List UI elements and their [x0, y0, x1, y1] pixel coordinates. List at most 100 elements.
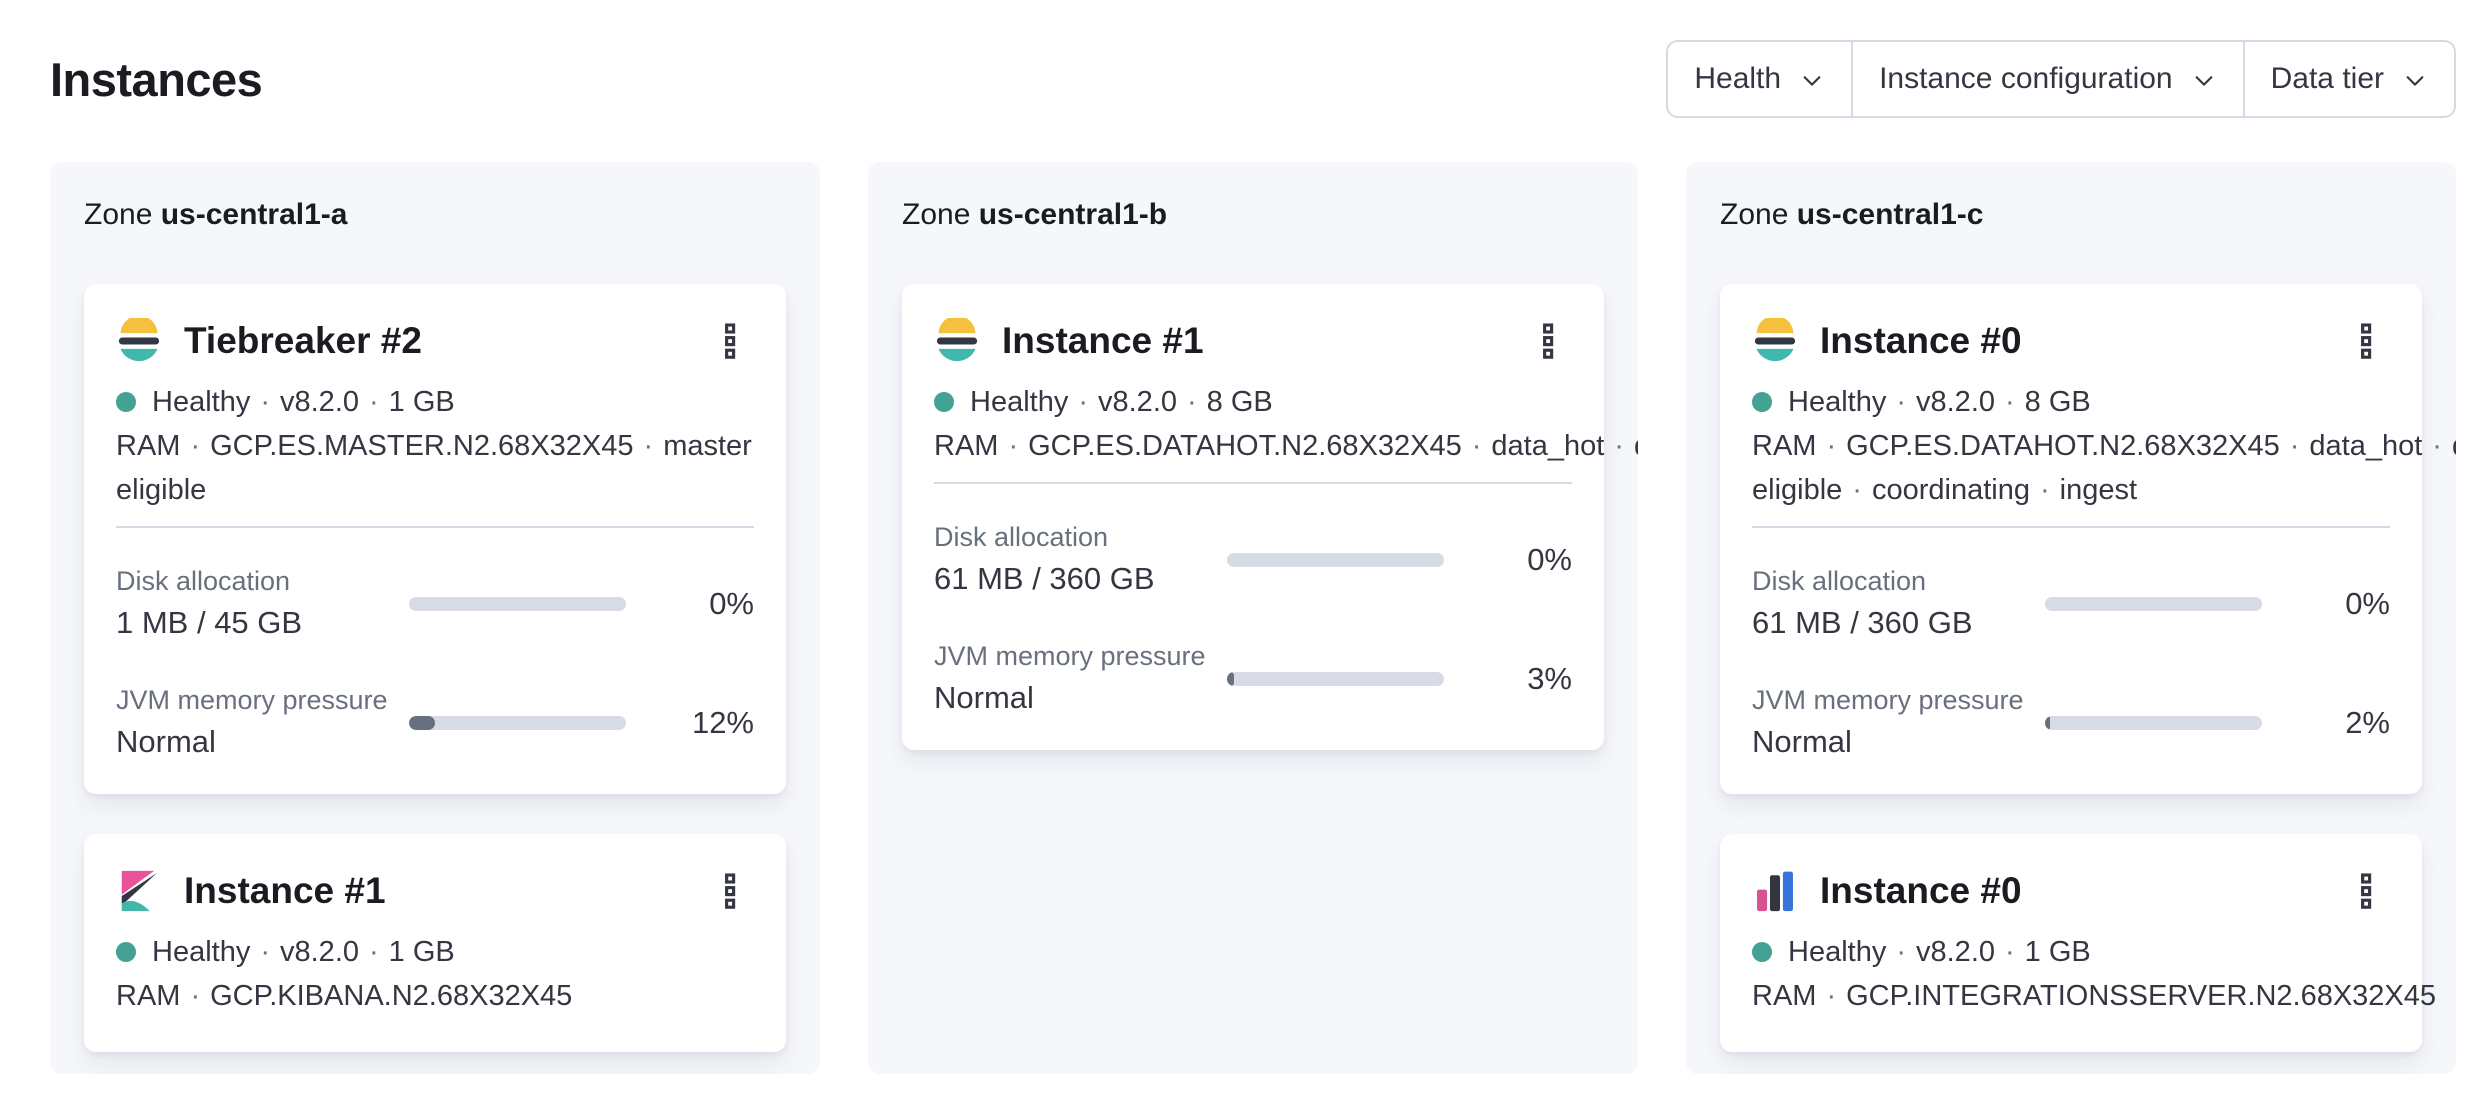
metric-row-jvm: JVM memory pressure Normal 12% [116, 685, 754, 760]
metric-label: JVM memory pressure [116, 685, 388, 715]
boxes-vertical-icon [2361, 873, 2372, 909]
progress-bar [409, 596, 626, 611]
instance-card: Tiebreaker #2 Healthy · v8.2.0 · 1 GB RAM · GC… [84, 284, 786, 794]
instance-menu-button[interactable] [2342, 319, 2390, 363]
meta-token: v8.2.0 [280, 936, 359, 968]
zone-name: us-central1-c [1796, 198, 1984, 231]
separator-dot: · [1826, 430, 1837, 462]
zone-title: Zone us-central1-c [1720, 198, 1984, 231]
meta-token: GCP.ES.DATAHOT.N2.68X32X45 [1028, 430, 1462, 462]
metric-label: JVM memory pressure [934, 641, 1206, 671]
meta-token: 1 GB RAM [1752, 936, 2091, 1012]
separator-dot: · [260, 936, 270, 968]
card-divider [1752, 526, 2390, 528]
separator-dot: · [2005, 386, 2015, 418]
meta-token: GCP.KIBANA.N2.68X32X45 [210, 980, 573, 1012]
meta-token: Healthy [152, 386, 251, 418]
chevron-down-icon [2406, 75, 2424, 86]
separator-dot: · [1078, 386, 1088, 418]
progress-bar-fill [409, 715, 436, 730]
zone-title: Zone us-central1-b [902, 198, 1168, 231]
instance-title: Instance #1 [1002, 320, 1204, 361]
meta-token: data_content [2452, 430, 2456, 462]
instance-card: Instance #1 Healthy · v8.2.0 · 1 GB RAM · GCP.… [84, 834, 786, 1052]
meta-token: v8.2.0 [1916, 386, 1995, 418]
zone-panel-us-central1-a: Zone us-central1-a Tiebreaker #2 Healthy… [50, 162, 820, 1074]
metric-percent: 0% [1527, 541, 1572, 577]
meta-token: Healthy [1788, 936, 1887, 968]
separator-dot: · [2005, 936, 2015, 968]
progress-bar-fill [1227, 671, 1234, 686]
meta-token: 1 GB RAM [116, 386, 455, 462]
metric-percent: 0% [709, 585, 754, 621]
boxes-vertical-icon [2361, 323, 2372, 359]
instance-card: Instance #0 Healthy · v8.2.0 · 8 GB RAM · GCP.… [1720, 284, 2456, 794]
zone-name: us-central1-b [978, 198, 1168, 231]
progress-bar [2045, 715, 2262, 730]
meta-token: master eligible [116, 430, 752, 506]
separator-dot: · [1826, 980, 1837, 1012]
meta-token: data_hot [2309, 430, 2423, 462]
chevron-down-icon [1803, 75, 1821, 86]
instance-menu-button[interactable] [2342, 869, 2390, 913]
metric-percent: 12% [691, 704, 754, 740]
filter-button-label: Health [1694, 62, 1782, 95]
metric-label: Disk allocation [116, 566, 291, 596]
health-status-dot [1752, 942, 1772, 962]
instance-meta: Healthy · v8.2.0 · 1 GB RAM · GCP.ES.MASTER.N2… [116, 380, 754, 512]
filter-button-label: Data tier [2270, 62, 2384, 95]
boxes-vertical-icon [725, 873, 736, 909]
progress-bar [1227, 671, 1444, 686]
instance-card: Instance #0 Healthy · v8.2.0 · 1 GB RAM · GCP.… [1720, 834, 2436, 1052]
meta-token: GCP.ES.DATAHOT.N2.68X32X45 [1846, 430, 2280, 462]
separator-dot: · [2289, 430, 2300, 462]
filter-button-data-tier[interactable]: Data tier [2242, 42, 2454, 116]
instance-meta: Healthy · v8.2.0 · 1 GB RAM · GCP.KIBANA.N2.68… [116, 930, 754, 1018]
filter-button-health[interactable]: Health [1668, 42, 1851, 116]
instance-menu-button[interactable] [1524, 319, 1572, 363]
meta-token: coordinating [1871, 474, 2030, 506]
page-title: Instances [50, 52, 263, 106]
meta-token: v8.2.0 [1916, 936, 1995, 968]
meta-token: Healthy [970, 386, 1069, 418]
elasticsearch-logo-icon [1754, 318, 1796, 362]
health-status-dot [934, 392, 954, 412]
separator-dot: · [1008, 430, 1019, 462]
filter-button-instance-configuration[interactable]: Instance configuration [1851, 42, 2243, 116]
zones-container: Zone us-central1-a Tiebreaker #2 Healthy… [50, 162, 2456, 1074]
instance-title: Instance #1 [184, 870, 386, 911]
instance-menu-button[interactable] [706, 319, 754, 363]
separator-dot: · [190, 430, 201, 462]
instance-card: Instance #1 Healthy · v8.2.0 · 8 GB RAM · GCP.… [902, 284, 1638, 750]
zone-title: Zone us-central1-a [84, 198, 348, 231]
meta-token: Healthy [152, 936, 251, 968]
separator-dot: · [1896, 386, 1906, 418]
separator-dot: · [1852, 474, 1862, 506]
boxes-vertical-icon [1543, 323, 1554, 359]
elasticsearch-logo-icon [118, 318, 160, 362]
metric-label: JVM memory pressure [1752, 685, 2024, 715]
metric-row-jvm: JVM memory pressure Normal 2% [1752, 685, 2390, 760]
meta-token: v8.2.0 [1098, 386, 1177, 418]
separator-dot: · [643, 430, 654, 462]
instance-meta: Healthy · v8.2.0 · 8 GB RAM · GCP.ES.DATAHOT.N… [1752, 380, 2456, 512]
meta-token: GCP.ES.MASTER.N2.68X32X45 [210, 430, 634, 462]
elasticsearch-logo-icon [936, 318, 978, 362]
metric-percent: 3% [1527, 660, 1572, 696]
metric-value: 61 MB / 360 GB [934, 561, 1155, 596]
metric-label: Disk allocation [934, 522, 1109, 552]
metric-value: Normal [116, 724, 216, 759]
instance-title: Instance #0 [1820, 870, 2022, 911]
filter-group: Health Instance configuration Data tier [1666, 40, 2456, 118]
page-header: Instances Health Instance configuration … [0, 0, 2490, 118]
separator-dot: · [1614, 430, 1624, 462]
progress-bar-fill [2045, 715, 2050, 730]
zone-panel-us-central1-c: Zone us-central1-c Instance #0 Healthy · v… [1686, 162, 2456, 1074]
metric-value: 1 MB / 45 GB [116, 605, 303, 640]
instance-meta: Healthy · v8.2.0 · 8 GB RAM · GCP.ES.DATAHOT.N… [934, 380, 1638, 468]
metric-value: Normal [934, 680, 1034, 715]
health-status-dot [116, 942, 136, 962]
instance-meta: Healthy · v8.2.0 · 1 GB RAM · GCP.INTEGRATIONS… [1752, 930, 2436, 1018]
progress-bar [409, 715, 626, 730]
instance-menu-button[interactable] [706, 869, 754, 913]
